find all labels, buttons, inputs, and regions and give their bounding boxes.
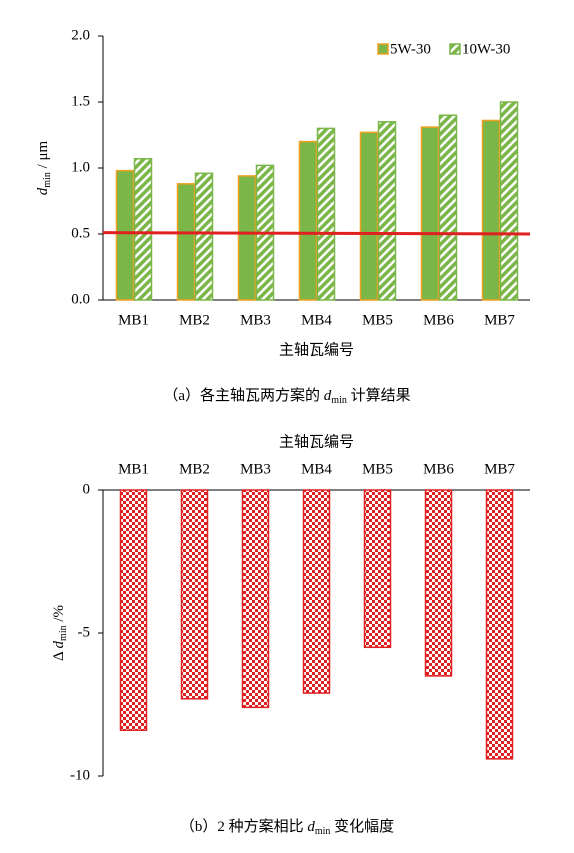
caption: （a）各主轴瓦两方案的 dmin 计算结果 — [163, 386, 410, 406]
x-tick-label: MB4 — [301, 312, 332, 328]
y-label-unit: / μm — [35, 140, 51, 172]
bar — [420, 126, 440, 301]
bar — [237, 175, 257, 301]
x-axis-label: 主轴瓦编号 — [279, 433, 354, 450]
x-tick-label: MB5 — [362, 312, 393, 328]
y-label-prefix: Δ — [51, 648, 67, 661]
bar — [194, 172, 214, 301]
bar — [176, 183, 196, 301]
x-tick-label: MB7 — [484, 312, 515, 328]
legend-label: 10W-30 — [462, 41, 510, 57]
x-tick-label: MB2 — [179, 312, 210, 328]
x-tick-label: MB1 — [118, 312, 149, 328]
x-tick-label: MB3 — [240, 461, 271, 477]
y-label-subscript: min — [58, 625, 69, 641]
bar — [241, 489, 270, 709]
x-axis-label: 主轴瓦编号 — [279, 341, 354, 358]
bar — [438, 114, 458, 301]
y-tick-label: 2.0 — [71, 27, 90, 43]
bar — [298, 140, 318, 301]
y-axis-label: Δ dmin /% — [51, 605, 69, 661]
x-tick-label: MB6 — [423, 461, 454, 477]
caption-suffix: 计算结果 — [347, 386, 411, 404]
x-tick-label: MB7 — [484, 461, 515, 477]
x-tick-label: MB4 — [301, 461, 332, 477]
bar — [481, 119, 501, 301]
y-tick-label: 0.5 — [71, 225, 90, 241]
x-tick-label: MB2 — [179, 461, 210, 477]
reference-line — [102, 231, 531, 236]
bar — [485, 489, 514, 760]
bar — [133, 158, 153, 301]
x-tick-label: MB3 — [240, 312, 271, 328]
y-axis-label: dmin / μm — [35, 140, 53, 195]
y-tick-label: 0 — [83, 481, 91, 497]
bar — [119, 489, 148, 731]
bar — [180, 489, 209, 700]
y-tick-label: 0.0 — [71, 291, 90, 307]
legend-label: 5W-30 — [390, 41, 431, 57]
legend-swatch — [449, 43, 461, 55]
y-tick-label: 1.0 — [71, 159, 90, 175]
caption-suffix: 变化幅度 — [330, 818, 394, 835]
caption-subscript: min — [315, 826, 331, 837]
y-tick-label: 1.5 — [71, 93, 90, 109]
x-tick-label: MB6 — [423, 312, 454, 328]
caption-subscript: min — [331, 395, 347, 406]
bar — [302, 489, 331, 694]
caption-prefix: （b）2 种方案相比 — [180, 817, 308, 835]
caption: （b）2 种方案相比 dmin 变化幅度 — [180, 817, 394, 837]
legend-swatch — [377, 43, 389, 55]
y-label-unit: /% — [51, 605, 67, 625]
y-label-symbol: d — [35, 187, 51, 195]
caption-symbol: d — [307, 819, 315, 835]
y-label-subscript: min — [42, 172, 53, 188]
bar — [424, 489, 453, 677]
bar — [363, 489, 392, 649]
bar — [316, 127, 336, 301]
y-label-symbol: d — [51, 640, 67, 648]
y-tick-label: -10 — [70, 767, 90, 783]
x-tick-label: MB5 — [362, 461, 393, 477]
bar — [115, 169, 135, 301]
bar — [377, 121, 397, 301]
y-tick-label: -5 — [78, 624, 91, 640]
bar — [499, 101, 519, 301]
bar — [359, 131, 379, 301]
x-tick-label: MB1 — [118, 461, 149, 477]
caption-symbol: d — [324, 388, 332, 404]
caption-prefix: （a）各主轴瓦两方案的 — [163, 386, 323, 404]
